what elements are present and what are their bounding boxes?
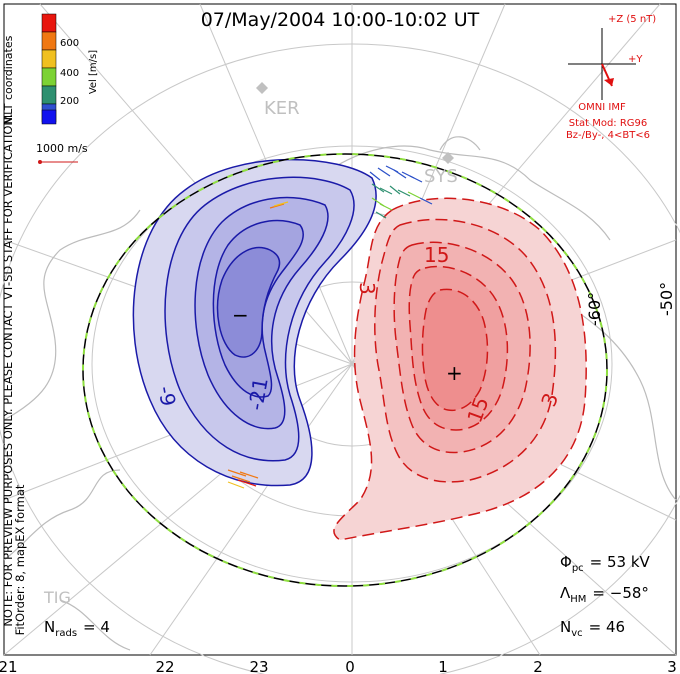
mlt-axis: 21 22 23 0 1 2 3 [0,658,677,674]
stat-lambda-hm: ΛHM = −58° [560,584,649,605]
stat-n-vc: Nvc = 46 [560,618,625,639]
mlt-tick-3: 3 [667,658,677,674]
station-labels: KER SYS TIG [43,82,458,607]
colorbar-swatch-500 [41,31,57,51]
imf-condition: Bz-/By-, 4<BT<6 [566,130,650,141]
velocity-vectors [227,165,433,489]
station-tig: TIG [43,588,71,607]
contour-label-neg-21: -21 [243,376,272,412]
potential-min-marker: − [232,303,249,327]
mlt-tick-23: 23 [249,658,268,674]
imf-z-label: +Z (5 nT) [608,14,656,25]
colorbar-label: Vel [m/s] [88,50,99,94]
preview-note: NOTE: FOR PREVIEW PURPOSES ONLY. PLEASE … [1,113,15,626]
contour-label-pos-3a: 3 [355,282,379,295]
negative-cell [132,158,377,487]
station-ker: KER [264,98,300,119]
mlt-tick-21: 21 [0,658,18,674]
coordinate-system-label: MLT coordinates [2,35,15,124]
colorbar-tick-600: 600 [60,38,79,49]
stat-n-rads: Nrads = 4 [44,618,110,639]
contour-label-pos-15a: 15 [424,243,449,267]
stats-panel: Φpc = 53 kV ΛHM = −58° Nvc = 46 Nrads = 4 [44,553,651,639]
coastlines [3,136,677,651]
imf-vector-arrowhead [604,78,614,86]
mlt-tick-1: 1 [438,658,448,674]
station-ker-marker [256,82,268,94]
positive-cell [333,197,587,541]
colorbar-swatch-300 [41,67,57,87]
imf-source: OMNI IMF [578,102,626,113]
heppner-maynard-boundary [82,153,608,587]
colorbar-tick-400: 400 [60,68,79,79]
velocity-colorbar: 600 400 200 Vel [m/s] [41,13,99,125]
vector-scale-origin [38,160,42,164]
lat-label-50: -50° [657,282,676,316]
station-sys: SYS [424,166,458,187]
colorbar-swatch-600+ [41,13,57,33]
potential-max-marker: + [446,361,463,385]
lat-label-60: -60° [585,292,604,326]
mlt-tick-0: 0 [345,658,355,674]
mlt-tick-22: 22 [155,658,174,674]
vector-scale-label: 1000 m/s [36,142,88,155]
fit-order-note: FitOrder: 8, mapEX format [13,484,27,635]
station-sys-marker [442,152,454,164]
imf-y-label: +Y [628,54,643,65]
colorbar-swatch-0 [41,109,57,125]
stat-phi-pc: Φpc = 53 kV [560,553,651,574]
imf-stat-mod: Stat Mod: RG96 [569,118,648,129]
colorbar-swatch-200 [41,85,57,105]
imf-clock: +Z (5 nT) +Y OMNI IMF Stat Mod: RG96 Bz-… [566,14,656,141]
mlt-tick-2: 2 [533,658,543,674]
contour-label-neg-9: -9 [153,384,180,408]
colorbar-tick-200: 200 [60,96,79,107]
colorbar-swatch-400 [41,49,57,69]
page-title: 07/May/2004 10:00-10:02 UT [201,9,480,31]
